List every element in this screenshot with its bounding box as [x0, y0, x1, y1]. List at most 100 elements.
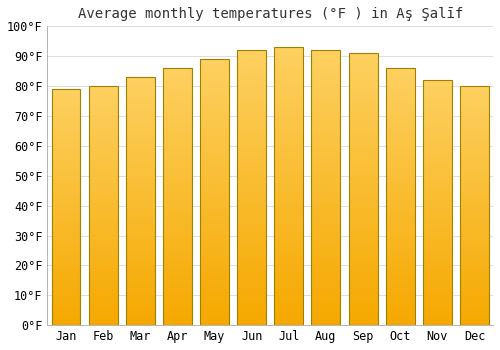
Bar — [88, 144, 118, 146]
Bar — [423, 186, 452, 188]
Bar — [460, 244, 489, 246]
Bar — [348, 127, 378, 130]
Bar — [423, 124, 452, 127]
Bar — [274, 197, 304, 200]
Bar — [386, 166, 414, 168]
Bar — [274, 225, 304, 228]
Bar — [88, 117, 118, 120]
Bar — [386, 258, 414, 261]
Bar — [200, 131, 229, 134]
Bar — [237, 306, 266, 309]
Bar — [52, 290, 80, 292]
Bar — [348, 224, 378, 227]
Bar — [237, 61, 266, 64]
Bar — [200, 288, 229, 290]
Bar — [348, 56, 378, 58]
Bar — [163, 148, 192, 150]
Bar — [348, 64, 378, 67]
Bar — [386, 150, 414, 153]
Bar — [386, 163, 414, 166]
Bar — [88, 107, 118, 110]
Bar — [52, 144, 80, 146]
Bar — [386, 287, 414, 289]
Bar — [88, 248, 118, 251]
Bar — [386, 204, 414, 207]
Bar — [386, 233, 414, 235]
Bar — [88, 268, 118, 270]
Bar — [52, 174, 80, 176]
Bar — [163, 140, 192, 143]
Bar — [200, 315, 229, 317]
Bar — [386, 119, 414, 122]
Bar — [460, 187, 489, 189]
Bar — [386, 266, 414, 269]
Bar — [423, 323, 452, 325]
Bar — [52, 243, 80, 245]
Bar — [423, 102, 452, 105]
Bar — [200, 189, 229, 192]
Bar — [274, 117, 304, 119]
Bar — [274, 156, 304, 159]
Bar — [200, 128, 229, 131]
Bar — [88, 213, 118, 215]
Bar — [386, 168, 414, 171]
Bar — [460, 306, 489, 308]
Bar — [126, 189, 155, 191]
Bar — [126, 84, 155, 87]
Bar — [200, 179, 229, 182]
Bar — [163, 145, 192, 148]
Bar — [88, 318, 118, 320]
Bar — [88, 203, 118, 206]
Bar — [52, 209, 80, 212]
Bar — [348, 314, 378, 317]
Bar — [460, 277, 489, 280]
Bar — [126, 233, 155, 236]
Bar — [237, 204, 266, 207]
Bar — [312, 138, 340, 141]
Bar — [274, 192, 304, 195]
Bar — [163, 258, 192, 261]
Bar — [52, 94, 80, 96]
Bar — [386, 253, 414, 256]
Bar — [52, 292, 80, 294]
Bar — [423, 220, 452, 222]
Bar — [163, 240, 192, 243]
Bar — [348, 284, 378, 287]
Bar — [126, 231, 155, 233]
Bar — [163, 261, 192, 264]
Bar — [423, 156, 452, 159]
Bar — [386, 317, 414, 320]
Bar — [126, 295, 155, 298]
Bar — [386, 91, 414, 94]
Bar — [386, 297, 414, 300]
Bar — [237, 146, 266, 149]
Bar — [348, 61, 378, 64]
Bar — [126, 147, 155, 149]
Bar — [126, 141, 155, 144]
Bar — [200, 322, 229, 325]
Bar — [348, 273, 378, 276]
Bar — [348, 189, 378, 192]
Bar — [423, 205, 452, 208]
Bar — [312, 50, 340, 53]
Bar — [312, 257, 340, 259]
Bar — [52, 179, 80, 181]
Bar — [423, 249, 452, 252]
Bar — [423, 286, 452, 288]
Bar — [386, 271, 414, 274]
Bar — [312, 262, 340, 265]
Bar — [460, 261, 489, 263]
Bar — [348, 268, 378, 271]
Bar — [126, 176, 155, 179]
Bar — [312, 119, 340, 122]
Bar — [460, 93, 489, 96]
Bar — [348, 170, 378, 173]
Bar — [163, 171, 192, 174]
Bar — [88, 86, 118, 325]
Bar — [163, 312, 192, 315]
Bar — [386, 243, 414, 245]
Bar — [200, 59, 229, 325]
Bar — [423, 117, 452, 119]
Bar — [312, 322, 340, 325]
Bar — [460, 318, 489, 320]
